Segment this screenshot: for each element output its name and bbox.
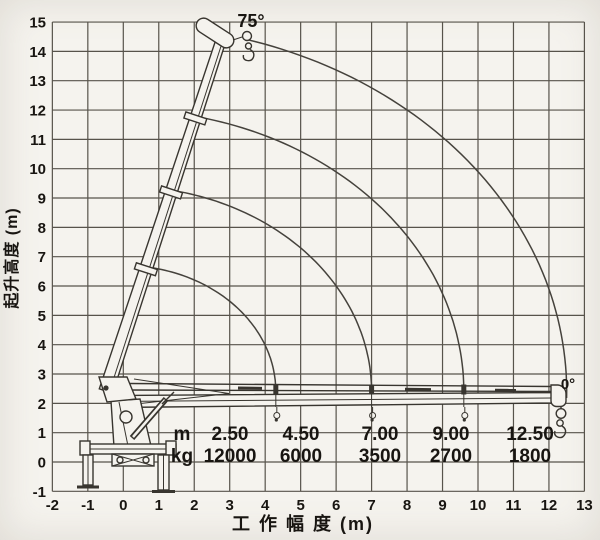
- load-arc: [174, 190, 373, 395]
- section-hook-icon: [274, 418, 278, 422]
- x-tick-label: 2: [190, 497, 198, 514]
- boom-horizontal: [115, 378, 553, 409]
- x-axis-title: 工 作 幅 度 (m): [232, 513, 374, 534]
- boom-collar: [183, 111, 208, 126]
- min-angle-label: 0°: [561, 376, 575, 393]
- x-tick-label: 8: [403, 497, 411, 514]
- section-hook-icon: [462, 418, 466, 422]
- section-hook-icon: [369, 412, 377, 419]
- x-tick-label: 3: [226, 497, 234, 514]
- x-tick-label: 6: [332, 497, 340, 514]
- section-hook-icon: [370, 418, 374, 422]
- crane-truck-base: [77, 376, 177, 493]
- table-row-label: m: [174, 424, 191, 445]
- boom-head-75: [195, 17, 243, 49]
- boom-section-joints: [273, 384, 469, 422]
- y-tick-label: 8: [38, 220, 46, 237]
- y-tick-label: 13: [29, 73, 46, 90]
- crane-drawing: [77, 17, 567, 493]
- x-tick-label: 0: [119, 497, 127, 514]
- x-tick-label: -1: [81, 497, 94, 514]
- load-table: m 2.50 4.50 7.00 9.00 12.50 kg 12000 6000 3500 270…: [171, 424, 554, 467]
- table-row-label: kg: [171, 446, 193, 467]
- table-cell: 2.50: [212, 424, 249, 445]
- table-cell: 12000: [204, 446, 257, 467]
- table-cell: 4.50: [283, 424, 320, 445]
- x-tick-label: 11: [506, 497, 522, 514]
- y-tick-label: 3: [38, 367, 46, 384]
- table-cell: 2700: [430, 446, 472, 467]
- table-cell: 12.50: [506, 424, 554, 445]
- load-arc: [152, 267, 277, 394]
- table-cell: 1800: [509, 446, 551, 467]
- table-cell: 3500: [359, 446, 401, 467]
- y-tick-label: 10: [29, 161, 46, 178]
- boom-collar: [158, 185, 184, 200]
- y-tick-label: 9: [38, 191, 46, 208]
- boom-collar: [133, 261, 159, 277]
- y-tick-label: 15: [29, 15, 46, 32]
- boom-tip-0: [550, 384, 567, 408]
- table-cell: 6000: [280, 446, 322, 467]
- boom-joint-clamp: [461, 384, 467, 395]
- axis-tick-labels: -2 -1 0 1 2 3 4 5 6 7 8 9 10 11 12 13-10123456789101112…: [29, 15, 592, 514]
- y-tick-label: 7: [38, 249, 46, 266]
- y-tick-label: 0: [38, 455, 46, 472]
- y-tick-label: 5: [38, 308, 46, 325]
- boom-section-collars: [133, 111, 208, 277]
- y-tick-label: 6: [38, 279, 46, 296]
- y-tick-label: 12: [29, 103, 46, 120]
- x-tick-label: 10: [470, 497, 487, 514]
- y-tick-label: 4: [38, 337, 47, 354]
- section-hook-icon: [461, 412, 469, 419]
- hook-icon-75: [241, 30, 255, 62]
- load-arc: [245, 38, 568, 399]
- x-tick-label: 1: [155, 497, 163, 514]
- grid: [51, 21, 586, 492]
- x-tick-label: 5: [296, 497, 304, 514]
- x-tick-label: 9: [438, 497, 446, 514]
- boom-joint-clamp: [273, 384, 279, 395]
- y-tick-label: 1: [38, 425, 46, 442]
- section-hook-icon: [273, 412, 281, 419]
- x-tick-label: -2: [46, 497, 59, 514]
- y-tick-label: 11: [30, 132, 46, 149]
- boom-joint-clamp: [369, 384, 375, 395]
- boom-75deg: [98, 34, 228, 395]
- y-tick-label: 2: [38, 396, 46, 413]
- x-tick-label: 7: [367, 497, 375, 514]
- max-angle-label: 75°: [237, 11, 264, 31]
- hook-icon-0: [553, 406, 567, 439]
- table-cell: 9.00: [433, 424, 470, 445]
- table-cell: 7.00: [362, 424, 399, 445]
- y-tick-label: -1: [33, 484, 46, 501]
- x-tick-label: 13: [576, 497, 593, 514]
- x-tick-label: 12: [541, 497, 558, 514]
- load-radius-arcs: [152, 38, 568, 399]
- load-arc: [199, 116, 465, 395]
- y-axis-title: 起升高度 (m): [2, 207, 21, 309]
- x-tick-label: 4: [261, 497, 270, 514]
- y-tick-label: 14: [29, 44, 46, 61]
